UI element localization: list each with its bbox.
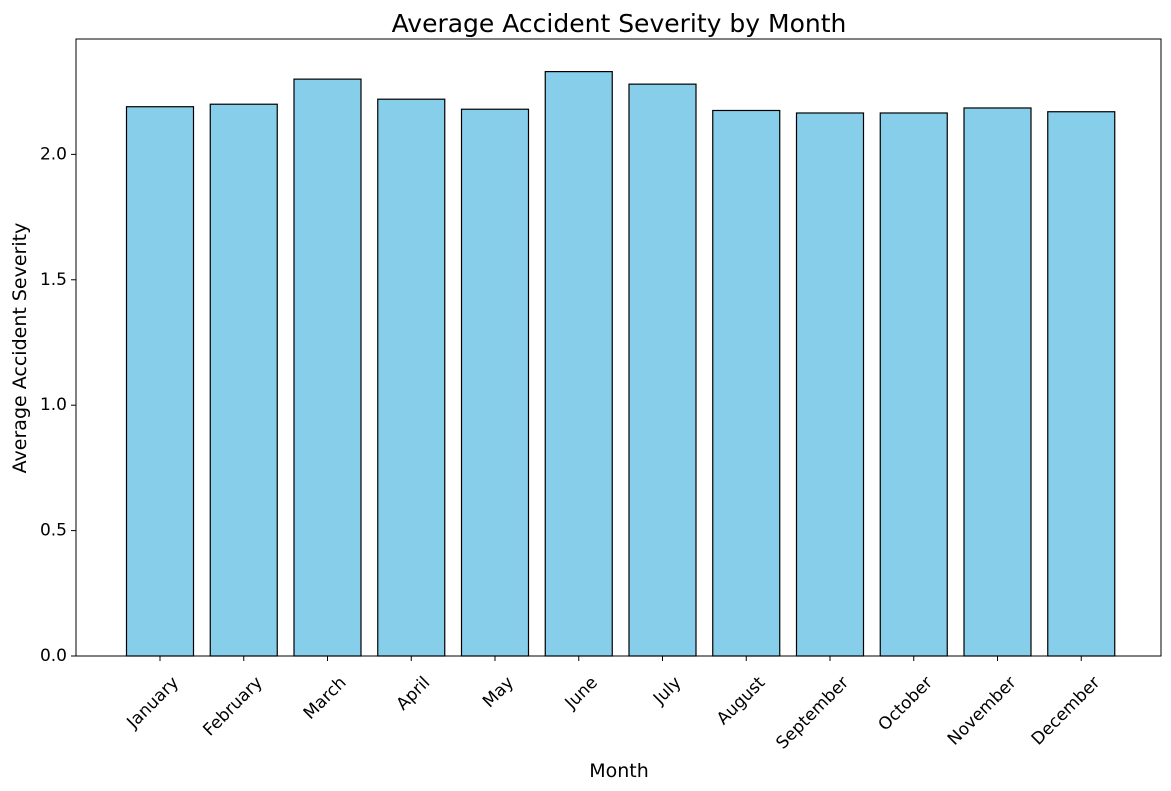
bar-august [712, 109, 781, 657]
bar-february [209, 103, 278, 657]
y-tick-label-0.0: 0.0 [40, 646, 67, 666]
y-axis-label: Average Accident Severity [9, 223, 31, 474]
bar-december [1047, 111, 1116, 657]
x-axis: January February March April May June July Augu… [123, 656, 1104, 754]
bar-october [879, 112, 948, 657]
x-tick-label-september: September [772, 673, 853, 754]
x-tick-label-june: June [561, 673, 602, 714]
x-tick-label-august: August [713, 673, 769, 729]
bar-january [125, 106, 195, 657]
bar-april [377, 98, 446, 657]
x-tick-label-october: October [875, 673, 937, 735]
x-tick-label-march: March [300, 673, 351, 724]
chart-title: Average Accident Severity by Month [392, 9, 847, 38]
bar-july [628, 83, 697, 657]
x-tick-label-july: July [649, 673, 685, 709]
y-tick-label-1.5: 1.5 [40, 270, 67, 290]
y-tick-label-2.0: 2.0 [40, 144, 67, 164]
bar-may [460, 108, 530, 657]
x-tick-label-april: April [393, 673, 435, 715]
bar-november [963, 107, 1032, 657]
y-axis: 0.0 0.5 1.0 1.5 2.0 [40, 144, 76, 666]
x-tick-label-december: December [1028, 673, 1104, 749]
x-tick-label-may: May [479, 673, 518, 712]
y-tick-label-1.0: 1.0 [40, 395, 67, 415]
bar-june [544, 71, 613, 657]
bar-september [795, 112, 865, 657]
plot-frame [75, 38, 1162, 657]
x-tick-label-february: February [199, 673, 266, 740]
x-axis-label: Month [589, 760, 649, 782]
bars-group [125, 71, 1116, 657]
y-tick-label-0.5: 0.5 [40, 521, 67, 541]
x-tick-label-january: January [123, 673, 183, 733]
x-tick-label-november: November [944, 673, 1021, 750]
bar-march [293, 78, 362, 657]
